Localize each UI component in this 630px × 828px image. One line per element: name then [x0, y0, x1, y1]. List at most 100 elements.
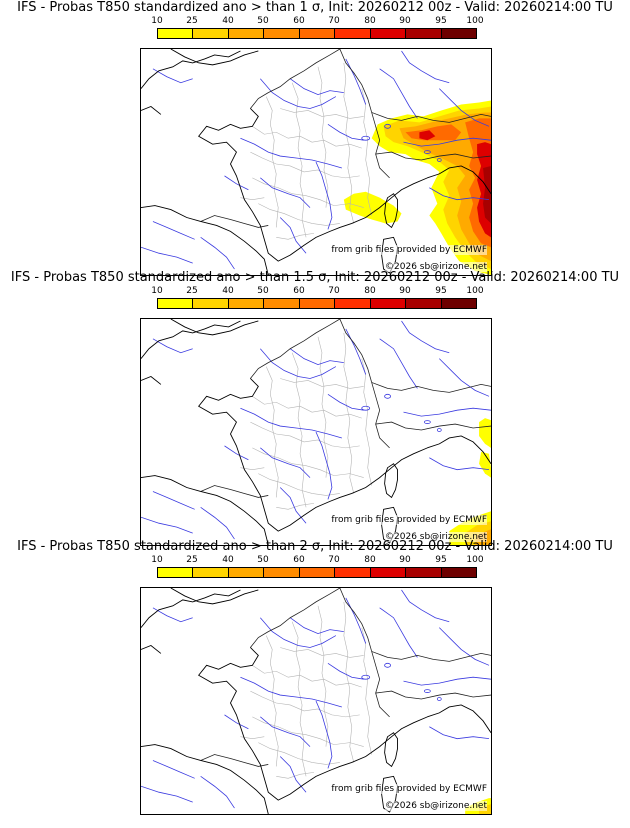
river: [240, 407, 342, 439]
legend-tick-label: 25: [186, 555, 198, 565]
river: [260, 716, 311, 747]
legend-swatch: [335, 29, 371, 38]
river: [403, 137, 491, 147]
legend-swatch: [193, 299, 229, 308]
legend-swatch: [370, 568, 407, 577]
legend-tick-label: 10: [151, 555, 163, 565]
legend-swatch: [264, 299, 300, 308]
river: [289, 348, 344, 366]
legend-tick-labels: 10 25 40 50 60 70 80 90 95 100: [151, 555, 483, 567]
department-boundary: [252, 665, 362, 688]
river: [439, 627, 490, 666]
department-boundary: [291, 352, 307, 508]
river: [379, 68, 418, 119]
coastline: [384, 732, 398, 768]
legend-tick-label: 60: [293, 16, 305, 26]
probability-legend: 10 25 40 50 60 70 80 90 95 100: [151, 555, 484, 583]
river: [289, 617, 344, 635]
coastline: [141, 475, 269, 545]
department-boundary: [343, 62, 355, 224]
coastline: [384, 193, 398, 229]
legend-swatch: [370, 29, 407, 38]
river: [439, 358, 490, 397]
river: [152, 491, 195, 510]
legend-tick-label: 90: [399, 286, 411, 296]
river: [240, 676, 342, 708]
rivers: [141, 320, 491, 540]
coastline: [141, 49, 259, 115]
river: [345, 328, 367, 375]
department-boundary: [252, 447, 364, 478]
legend-swatch: [264, 568, 300, 577]
lake: [423, 689, 431, 693]
river: [315, 700, 333, 769]
legend-tick-label: 70: [328, 16, 340, 26]
department-boundary: [280, 108, 364, 119]
legend-tick-labels: 10 25 40 50 60 70 80 90 95 100: [151, 16, 483, 28]
legend-swatch: [406, 299, 442, 308]
panel-title: IFS - Probas T850 standardized ano > tha…: [10, 270, 620, 285]
legend-color-bar: [157, 567, 477, 578]
source-credit: from grib files provided by ECMWF: [331, 515, 487, 525]
legend-color-bar: [157, 28, 477, 39]
country-border: [375, 151, 491, 161]
legend-tick-label: 80: [364, 286, 376, 296]
legend-color-bar: [157, 298, 477, 309]
country-borders: [200, 49, 491, 228]
france-map: [141, 319, 491, 545]
department-boundary: [250, 421, 360, 449]
map-panel-3: IFS - Probas T850 standardized ano > tha…: [0, 539, 630, 815]
map-panel-1: IFS - Probas T850 standardized ano > tha…: [0, 0, 630, 276]
department-boundary: [250, 151, 360, 179]
river: [315, 161, 333, 230]
river: [315, 431, 333, 500]
river: [289, 78, 344, 96]
legend-tick-label: 40: [222, 555, 234, 565]
river: [260, 177, 311, 208]
river: [152, 338, 193, 354]
department-boundary: [280, 378, 364, 389]
france-map: [141, 49, 491, 275]
country-border: [200, 754, 269, 767]
probability-area: [419, 130, 436, 141]
legend-tick-label: 100: [466, 286, 484, 296]
probability-legend: 10 25 40 50 60 70 80 90 95 100: [151, 286, 484, 314]
river: [240, 137, 342, 169]
river: [345, 58, 367, 105]
department-boundary: [343, 601, 355, 763]
department-boundary: [266, 366, 279, 498]
legend-tick-label: 10: [151, 16, 163, 26]
legend-tick-label: 50: [257, 555, 269, 565]
river: [260, 78, 337, 109]
legend-tick-label: 10: [151, 286, 163, 296]
legend-tick-labels: 10 25 40 50 60 70 80 90 95 100: [151, 286, 483, 298]
legend-tick-label: 60: [293, 286, 305, 296]
department-boundary: [252, 396, 362, 419]
legend-swatch: [406, 29, 442, 38]
legend-swatch: [158, 568, 194, 577]
rivers: [141, 589, 491, 809]
river: [379, 607, 418, 658]
river: [439, 88, 490, 127]
legend-swatch: [158, 29, 194, 38]
river: [200, 776, 235, 809]
department-boundary: [266, 96, 279, 228]
lake: [361, 405, 371, 411]
department-boundary: [317, 605, 329, 747]
river: [403, 676, 491, 686]
coastline: [141, 319, 259, 385]
legend-tick-label: 95: [435, 555, 447, 565]
river: [429, 457, 490, 471]
department-boundary: [317, 336, 329, 478]
map-frame: from grib files provided by ECMWF ©2026 …: [140, 587, 492, 815]
panel-title: IFS - Probas T850 standardized ano > tha…: [17, 539, 613, 554]
copyright-credit: ©2026 sb@irizone.net: [385, 262, 487, 272]
source-credit: from grib files provided by ECMWF: [331, 245, 487, 255]
legend-swatch: [193, 568, 229, 577]
country-border: [371, 382, 491, 393]
map-frame: from grib files provided by ECMWF ©2026 …: [140, 318, 492, 546]
map-frame: from grib files provided by ECMWF ©2026 …: [140, 48, 492, 276]
river: [152, 221, 195, 240]
department-boundary: [258, 742, 340, 765]
legend-swatch: [370, 299, 407, 308]
